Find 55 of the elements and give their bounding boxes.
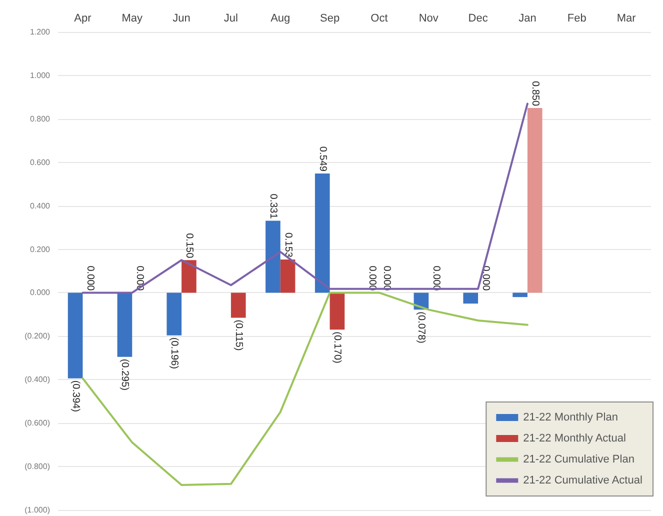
data-label: 0.549: [316, 146, 328, 172]
x-tick-label: May: [122, 12, 144, 24]
x-tick-label: Nov: [418, 12, 439, 24]
bar: [512, 292, 528, 298]
data-label: 0.331: [267, 194, 278, 220]
bar: [330, 292, 345, 330]
bar: [527, 108, 542, 293]
y-tick-label: (0.400): [24, 375, 50, 384]
data-label: (0.078): [416, 312, 427, 344]
data-label: 0.850: [529, 81, 540, 106]
data-label: (0.196): [168, 337, 180, 369]
x-tick-label: Jul: [224, 12, 238, 24]
bar: [68, 292, 83, 378]
data-label: 0.000: [480, 266, 491, 292]
y-tick-label: 0.600: [30, 158, 51, 167]
bar: [230, 292, 246, 318]
legend-label: 21-22 Monthly Actual: [523, 432, 626, 444]
bar: [463, 292, 478, 304]
bar: [266, 220, 280, 293]
data-label: (0.115): [232, 320, 244, 351]
x-tick-label: Dec: [468, 12, 488, 24]
data-label: (0.170): [332, 332, 343, 364]
legend-label: 21-22 Monthly Plan: [523, 412, 618, 424]
bar: [314, 173, 330, 293]
data-label: (0.295): [119, 358, 130, 391]
x-tick-label: Aug: [270, 12, 290, 24]
y-tick-label: 0.200: [30, 244, 51, 254]
bar: [280, 259, 296, 293]
y-tick-label: (1.000): [24, 506, 50, 514]
legend-label: 21-22 Cumulative Actual: [523, 474, 642, 486]
y-tick-label: (0.200): [24, 332, 50, 341]
data-label: 0.000: [84, 266, 96, 292]
y-tick-label: (0.600): [24, 418, 50, 428]
y-tick-label: 0.000: [30, 288, 51, 298]
y-tick-label: 1.000: [30, 70, 51, 80]
data-label: (0.394): [70, 380, 81, 412]
legend-label: 21-22 Cumulative Plan: [523, 454, 634, 466]
x-tick-label: Oct: [370, 12, 388, 24]
bar: [182, 260, 196, 293]
x-tick-label: Jun: [172, 12, 190, 24]
x-tick-label: Jan: [518, 12, 536, 24]
data-label: 0.150: [183, 233, 194, 259]
y-tick-label: 0.400: [30, 201, 51, 210]
y-tick-label: 0.800: [30, 114, 51, 124]
x-tick-label: Feb: [567, 12, 586, 24]
line-series: [82, 102, 528, 294]
y-tick-label: 1.200: [30, 28, 51, 36]
data-label: 0.000: [134, 266, 146, 292]
bar: [166, 292, 182, 336]
x-tick-label: Mar: [616, 12, 636, 24]
bar: [117, 292, 132, 357]
y-tick-label: (0.800): [24, 462, 50, 472]
data-label: 0.153: [282, 232, 294, 258]
x-tick-label: Apr: [74, 12, 92, 24]
x-tick-label: Sep: [320, 12, 340, 24]
